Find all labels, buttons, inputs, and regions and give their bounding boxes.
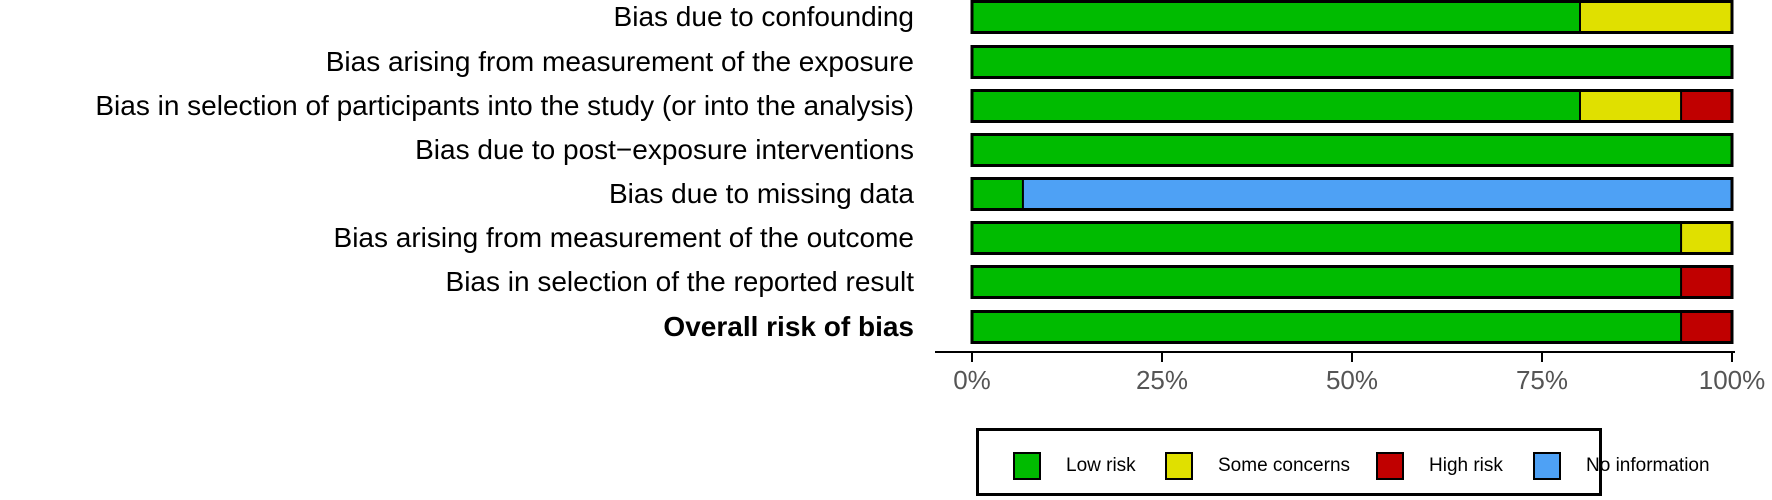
category-label: Bias due to post−exposure interventions xyxy=(415,134,914,165)
legend-swatch-low-risk xyxy=(1013,452,1041,480)
bar-segment-some-concerns xyxy=(1580,90,1682,122)
bar-outline xyxy=(970,265,1734,299)
legend-item-some-concerns: Some concerns xyxy=(1165,451,1350,481)
bar-outline xyxy=(970,221,1734,255)
bar-segment-low-risk xyxy=(972,266,1682,298)
bar-segment-low-risk xyxy=(972,311,1682,343)
legend-item-no-information: No information xyxy=(1533,451,1710,481)
bar-outline xyxy=(970,310,1734,344)
bar-segment-low-risk xyxy=(972,90,1580,122)
legend-item-low-risk: Low risk xyxy=(1013,451,1136,481)
legend-swatch-high-risk xyxy=(1376,452,1404,480)
x-tick-label: 25% xyxy=(1136,365,1188,395)
bar-segment-high-risk xyxy=(1681,311,1732,343)
bar-outline xyxy=(970,0,1734,34)
x-tick-label: 75% xyxy=(1516,365,1568,395)
bar-outline xyxy=(970,133,1734,167)
category-label: Bias due to confounding xyxy=(614,1,914,32)
bar-outline xyxy=(970,89,1734,123)
legend: Low risk Some concerns High risk No info… xyxy=(976,428,1710,496)
category-label: Bias in selection of participants into t… xyxy=(95,90,914,121)
bar-segment-some-concerns xyxy=(1681,222,1732,254)
bar-outline xyxy=(970,45,1734,79)
legend-label-some-concerns: Some concerns xyxy=(1218,455,1351,476)
x-tick-label: 50% xyxy=(1326,365,1378,395)
bar-segment-low-risk xyxy=(972,46,1732,78)
bar-segment-low-risk xyxy=(972,222,1682,254)
category-label: Bias arising from measurement of the exp… xyxy=(326,46,914,77)
bar-segment-low-risk xyxy=(972,134,1732,166)
legend-label-high-risk: High risk xyxy=(1429,455,1503,476)
bar-segment-high-risk xyxy=(1681,266,1732,298)
x-tick-label: 100% xyxy=(1699,365,1766,395)
bar-segment-high-risk xyxy=(1681,90,1732,122)
legend-swatch-some-concerns xyxy=(1165,452,1193,480)
bar-segment-low-risk xyxy=(972,178,1023,210)
legend-label-low-risk: Low risk xyxy=(1066,455,1136,476)
x-tick-label: 0% xyxy=(953,365,991,395)
category-label: Bias in selection of the reported result xyxy=(446,266,915,297)
category-label: Bias due to missing data xyxy=(609,178,914,209)
bar-outline xyxy=(970,177,1734,211)
legend-item-high-risk: High risk xyxy=(1376,451,1503,481)
category-label: Overall risk of bias xyxy=(663,311,914,342)
bar-segment-no-information xyxy=(1022,178,1732,210)
bar-segment-some-concerns xyxy=(1580,1,1732,33)
bar-segment-low-risk xyxy=(972,1,1580,33)
legend-swatch-no-information xyxy=(1533,452,1561,480)
legend-label-no-information: No information xyxy=(1586,455,1710,476)
category-label: Bias arising from measurement of the out… xyxy=(334,222,914,253)
